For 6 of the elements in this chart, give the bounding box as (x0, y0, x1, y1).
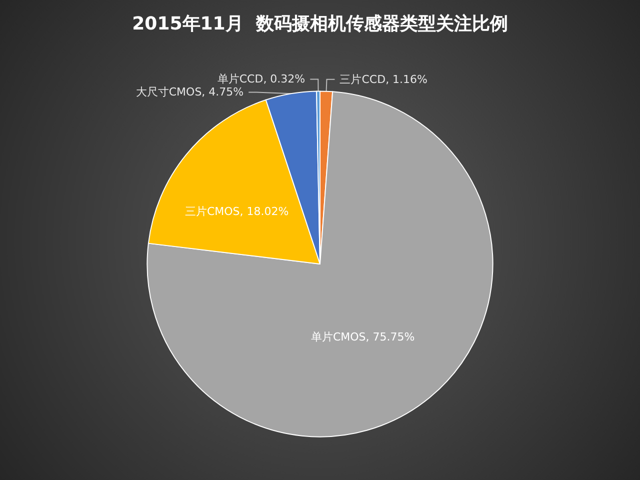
slice-label: 三片CMOS, 18.02% (184, 204, 289, 218)
chart-title: 2015年11月 数码摄相机传感器类型关注比例 (132, 14, 508, 34)
slice-label: 单片CCD, 0.32% (217, 72, 306, 86)
slice-label: 单片CMOS, 75.75% (310, 330, 415, 344)
slice-label: 大尺寸CMOS, 4.75% (136, 86, 244, 99)
slice-label: 三片CCD, 1.16% (340, 72, 428, 86)
